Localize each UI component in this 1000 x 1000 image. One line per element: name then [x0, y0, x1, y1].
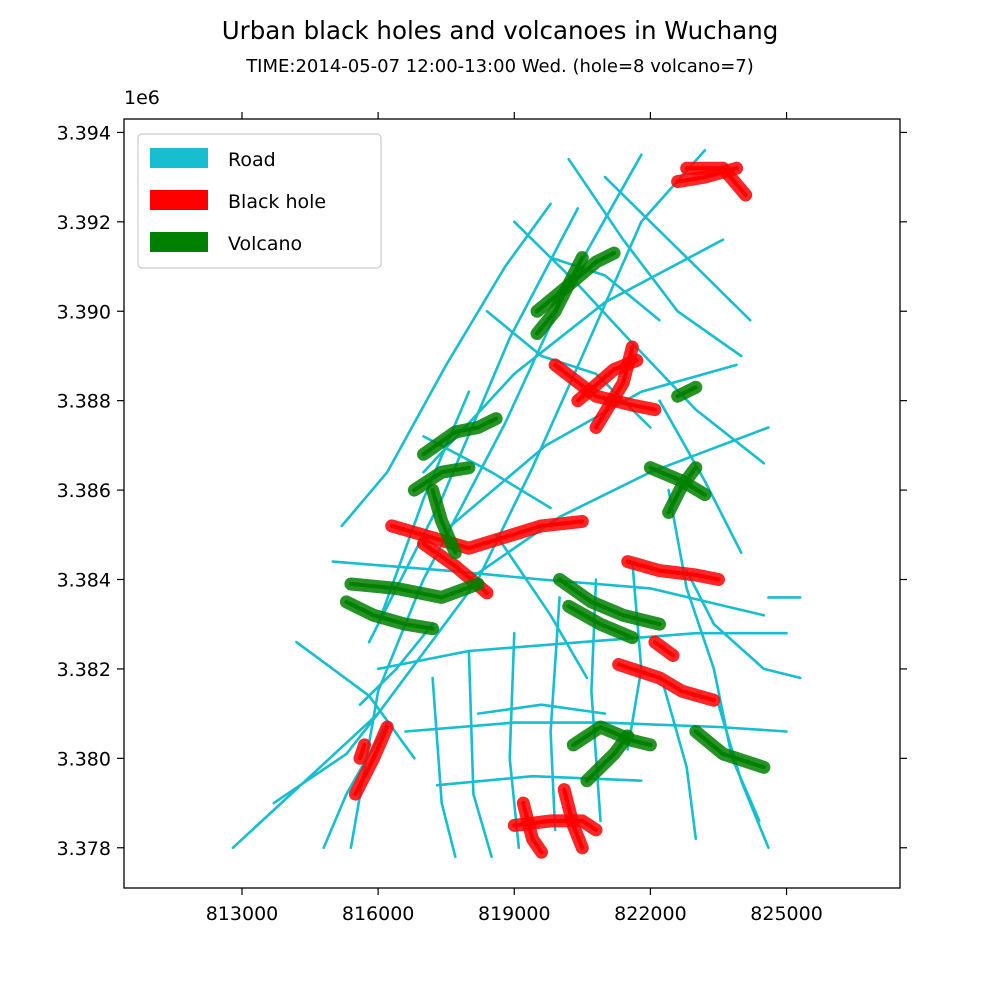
volcano-core [412, 465, 471, 493]
road-segment [340, 202, 552, 528]
legend-swatch-road [150, 148, 208, 168]
volcano-core [693, 729, 766, 770]
road-segment [512, 220, 766, 465]
road-segment [431, 676, 457, 859]
y-axis-offset-label: 1e6 [124, 87, 160, 109]
y-tick-label: 3.386 [57, 480, 111, 502]
road-segment [603, 175, 752, 322]
volcano-core [571, 725, 653, 747]
volcano-core [344, 599, 435, 631]
legend-label-road: Road [228, 149, 276, 171]
y-tick-label: 3.380 [57, 748, 111, 770]
black-hole-core [616, 662, 716, 703]
road-segment [549, 256, 661, 322]
y-tick-label: 3.392 [57, 212, 111, 234]
y-tick-label: 3.388 [57, 391, 111, 413]
road-segment [358, 622, 434, 707]
road-segment [626, 560, 643, 751]
road-segment [331, 560, 766, 617]
volcano-core [421, 416, 499, 457]
volcano-core [666, 465, 698, 515]
road-segment [667, 488, 761, 823]
axis-layer: 813000 816000 819000 822000 825000 3.378 3.380… [57, 112, 907, 925]
volcano-core [535, 255, 585, 336]
road-segment [467, 426, 770, 581]
series-layer [231, 149, 802, 859]
road-segment [449, 363, 738, 528]
volcano-core [430, 488, 458, 555]
road-segment [717, 703, 770, 850]
chart-subtitle: TIME:2014-05-07 12:00-13:00 Wed. (hole=8… [246, 56, 754, 77]
road-segment [658, 399, 743, 555]
legend-swatch-black-hole [150, 190, 208, 210]
plot-frame [123, 118, 901, 889]
series-black-hole [348, 161, 753, 859]
y-tick-label: 3.382 [57, 659, 111, 681]
legend-label-black-hole: Black hole [228, 191, 326, 213]
black-hole-core [521, 801, 544, 855]
road-segment [476, 703, 607, 715]
x-tick-label: 816000 [342, 903, 415, 925]
volcano-core [584, 734, 630, 783]
series-volcano [339, 246, 771, 788]
road-segment [494, 533, 589, 680]
volcano-core [348, 582, 480, 600]
volcano-core [566, 604, 635, 640]
black-hole-core [353, 725, 390, 797]
road-segment [435, 774, 643, 787]
road-segment [467, 649, 493, 859]
legend-swatch-volcano [150, 232, 208, 252]
black-hole-core [625, 559, 721, 582]
legend: Road Black hole Volcano [137, 133, 382, 269]
road-segment [422, 435, 552, 510]
volcano-core [675, 385, 698, 399]
black-hole-core [675, 166, 739, 184]
road-segment [685, 569, 802, 680]
black-hole-core [562, 787, 585, 850]
road-segment [272, 712, 380, 805]
road-segment [376, 631, 788, 671]
volcano-core [557, 577, 662, 627]
x-tick-label: 813000 [206, 903, 279, 925]
road-segment [367, 207, 580, 644]
road-segment [549, 596, 561, 832]
road-segment [662, 685, 698, 841]
black-hole-core [652, 640, 676, 658]
y-tick-label: 3.390 [57, 301, 111, 323]
road-segment [567, 157, 743, 358]
black-hole-core [594, 345, 635, 430]
y-tick-label: 3.394 [57, 122, 111, 144]
black-hole-core [389, 519, 585, 551]
legend-label-volcano: Volcano [228, 233, 302, 255]
y-tick-label: 3.384 [57, 570, 111, 592]
x-tick-label: 825000 [750, 903, 823, 925]
y-tick-label: 3.378 [57, 838, 111, 860]
black-hole-core [358, 742, 367, 761]
x-tick-label: 819000 [478, 903, 551, 925]
road-segment [508, 631, 521, 850]
chart-title: Urban black holes and volcanoes in Wucha… [221, 16, 779, 45]
x-tick-label: 822000 [614, 903, 687, 925]
